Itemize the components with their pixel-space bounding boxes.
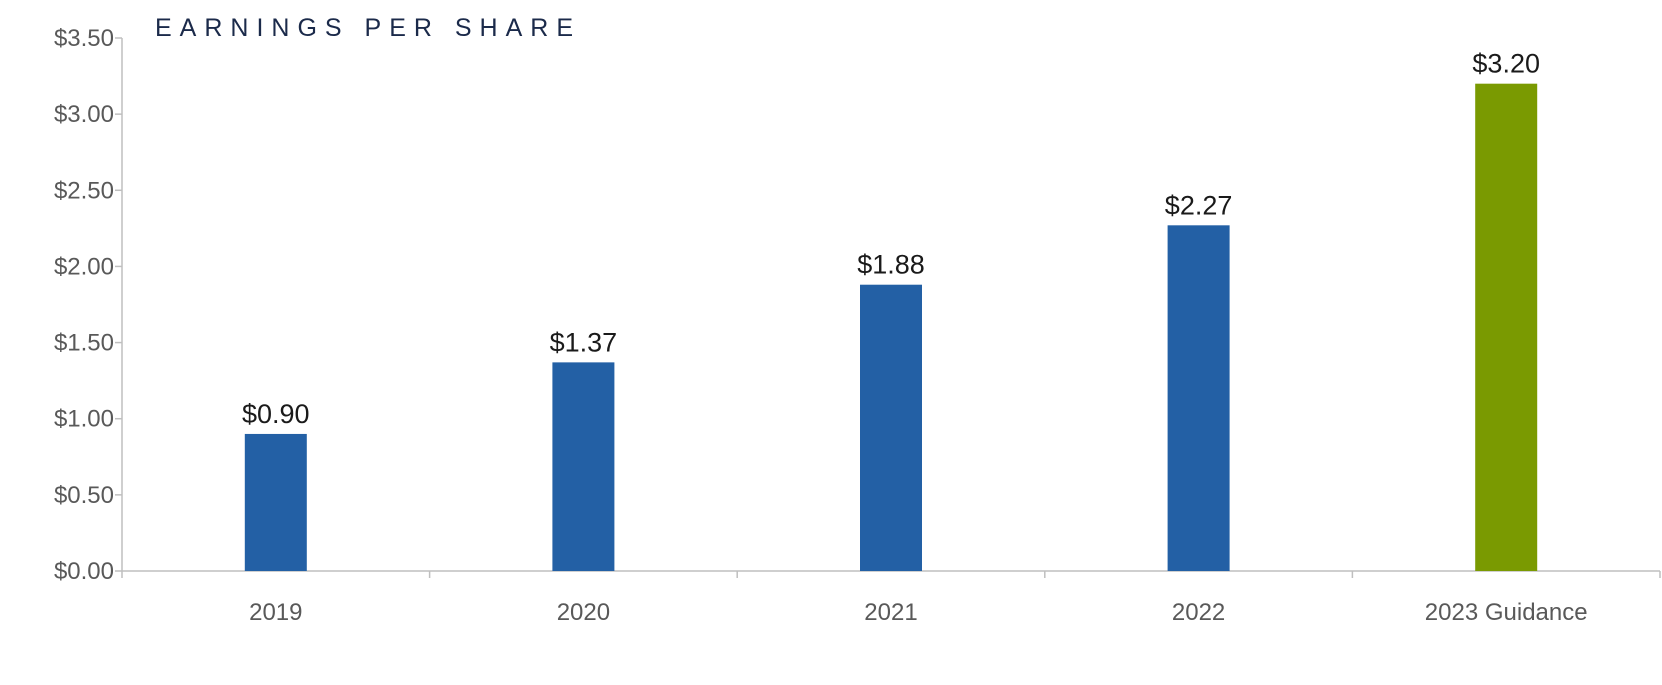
y-tick-label: $3.00 [54, 101, 114, 128]
y-tick-label: $2.50 [54, 177, 114, 204]
x-tick-label: 2021 [864, 599, 917, 626]
bar-2020 [552, 362, 615, 571]
bar-2022 [1167, 225, 1230, 571]
y-tick-label: $3.50 [54, 25, 114, 52]
data-labels-group: $0.90 $1.37 $1.88 $2.27 $3.20 [242, 49, 1540, 429]
y-tick-label: $1.00 [54, 406, 114, 433]
chart-title: EARNINGS PER SHARE [155, 14, 581, 42]
bar-2019 [244, 433, 307, 571]
x-tick-label: 2022 [1172, 599, 1225, 626]
y-axis: $0.00 $0.50 $1.00 $1.50 $2.00 $2.50 $3.00 $3.50 [54, 25, 123, 585]
data-label: $0.90 [242, 399, 310, 429]
x-axis: 2019 2020 2021 2022 2023 Guidance [121, 570, 1661, 626]
data-label: $1.88 [857, 250, 925, 280]
data-label: $2.27 [1165, 190, 1233, 220]
x-tick-label: 2020 [557, 599, 610, 626]
bars-group [244, 83, 1538, 571]
x-tick-label: 2023 Guidance [1425, 599, 1588, 626]
x-tick-label: 2019 [249, 599, 302, 626]
y-tick-label: $1.50 [54, 330, 114, 357]
y-tick-label: $0.50 [54, 482, 114, 509]
bar-2021 [860, 284, 922, 571]
y-tick-label: $0.00 [54, 558, 114, 585]
y-tick-label: $2.00 [54, 253, 114, 280]
bar-2023-guidance [1475, 83, 1538, 571]
data-label: $3.20 [1472, 49, 1540, 79]
data-label: $1.37 [550, 327, 618, 357]
